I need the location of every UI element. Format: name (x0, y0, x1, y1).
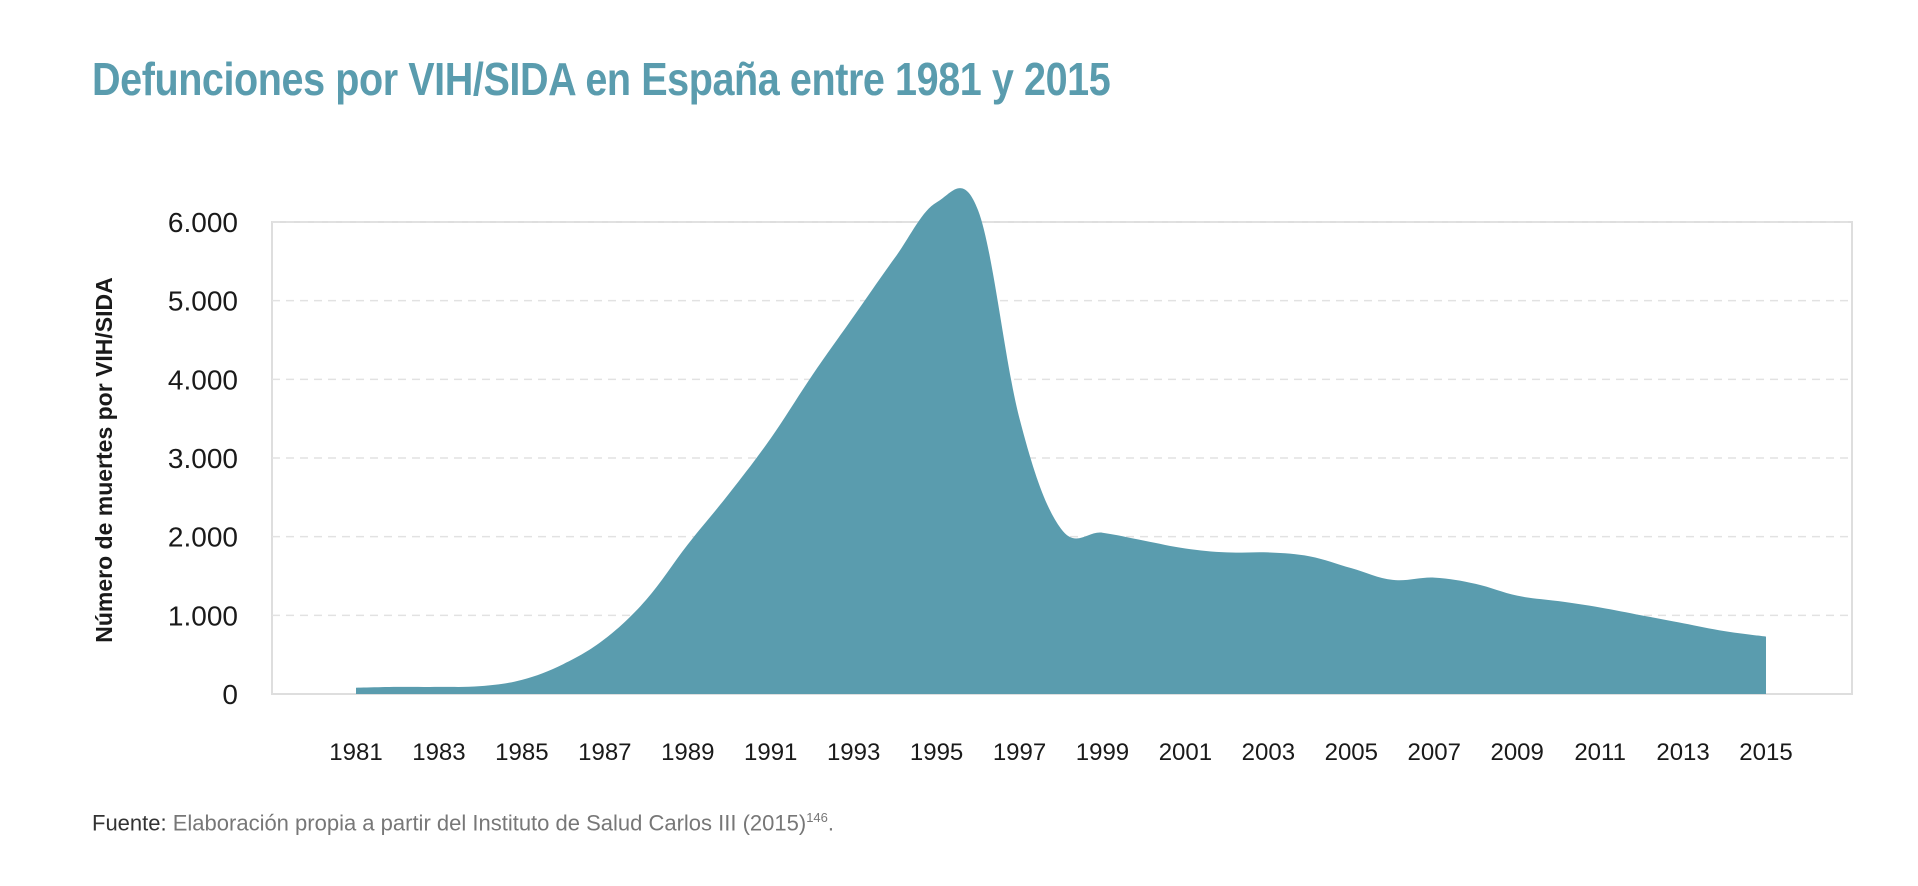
source-label: Fuente: (92, 810, 167, 836)
x-tick-label: 1981 (329, 739, 382, 766)
y-tick-label: 1.000 (168, 600, 238, 631)
y-axis-label: Número de muertes por VIH/SIDA (91, 277, 117, 643)
area-series (356, 188, 1766, 694)
y-tick-label: 5.000 (168, 286, 238, 317)
source-note: Fuente: Elaboración propia a partir del … (92, 810, 834, 836)
x-tick-label: 2013 (1656, 739, 1709, 766)
x-tick-label: 2015 (1739, 739, 1792, 766)
x-tick-label: 2001 (1159, 739, 1212, 766)
y-tick-label: 3.000 (168, 443, 238, 474)
x-tick-label: 2007 (1408, 739, 1461, 766)
x-tick-label: 1995 (910, 739, 963, 766)
x-tick-label: 1983 (412, 739, 465, 766)
source-ref: 146 (806, 810, 828, 825)
y-tick-label: 4.000 (168, 364, 238, 395)
y-axis-ticks: 0 1.000 2.000 3.000 4.000 5.000 6.000 (168, 207, 238, 710)
y-tick-label: 0 (222, 679, 238, 710)
x-tick-label: 2011 (1574, 739, 1626, 766)
chart-title: Defunciones por VIH/SIDA en España entre… (92, 53, 1111, 105)
x-tick-label: 2005 (1325, 739, 1378, 766)
source-end: . (827, 810, 835, 836)
x-tick-label: 1991 (744, 739, 797, 766)
x-tick-label: 1987 (578, 739, 631, 766)
x-tick-label: 2003 (1242, 739, 1295, 766)
x-tick-label: 1989 (661, 739, 714, 766)
y-tick-label: 2.000 (168, 522, 238, 553)
x-tick-label: 1993 (827, 739, 880, 766)
source-text: Elaboración propia a partir del Institut… (172, 810, 807, 836)
x-tick-label: 1985 (495, 739, 548, 766)
area-layer (356, 188, 1766, 694)
x-tick-label: 1999 (1076, 739, 1129, 766)
x-tick-label: 1997 (993, 739, 1046, 766)
x-tick-label: 2009 (1490, 739, 1543, 766)
y-tick-label: 6.000 (168, 207, 238, 238)
x-axis-ticks: 1981 1983 1985 1987 1989 1991 1993 1995 1997 1999… (329, 739, 1792, 766)
